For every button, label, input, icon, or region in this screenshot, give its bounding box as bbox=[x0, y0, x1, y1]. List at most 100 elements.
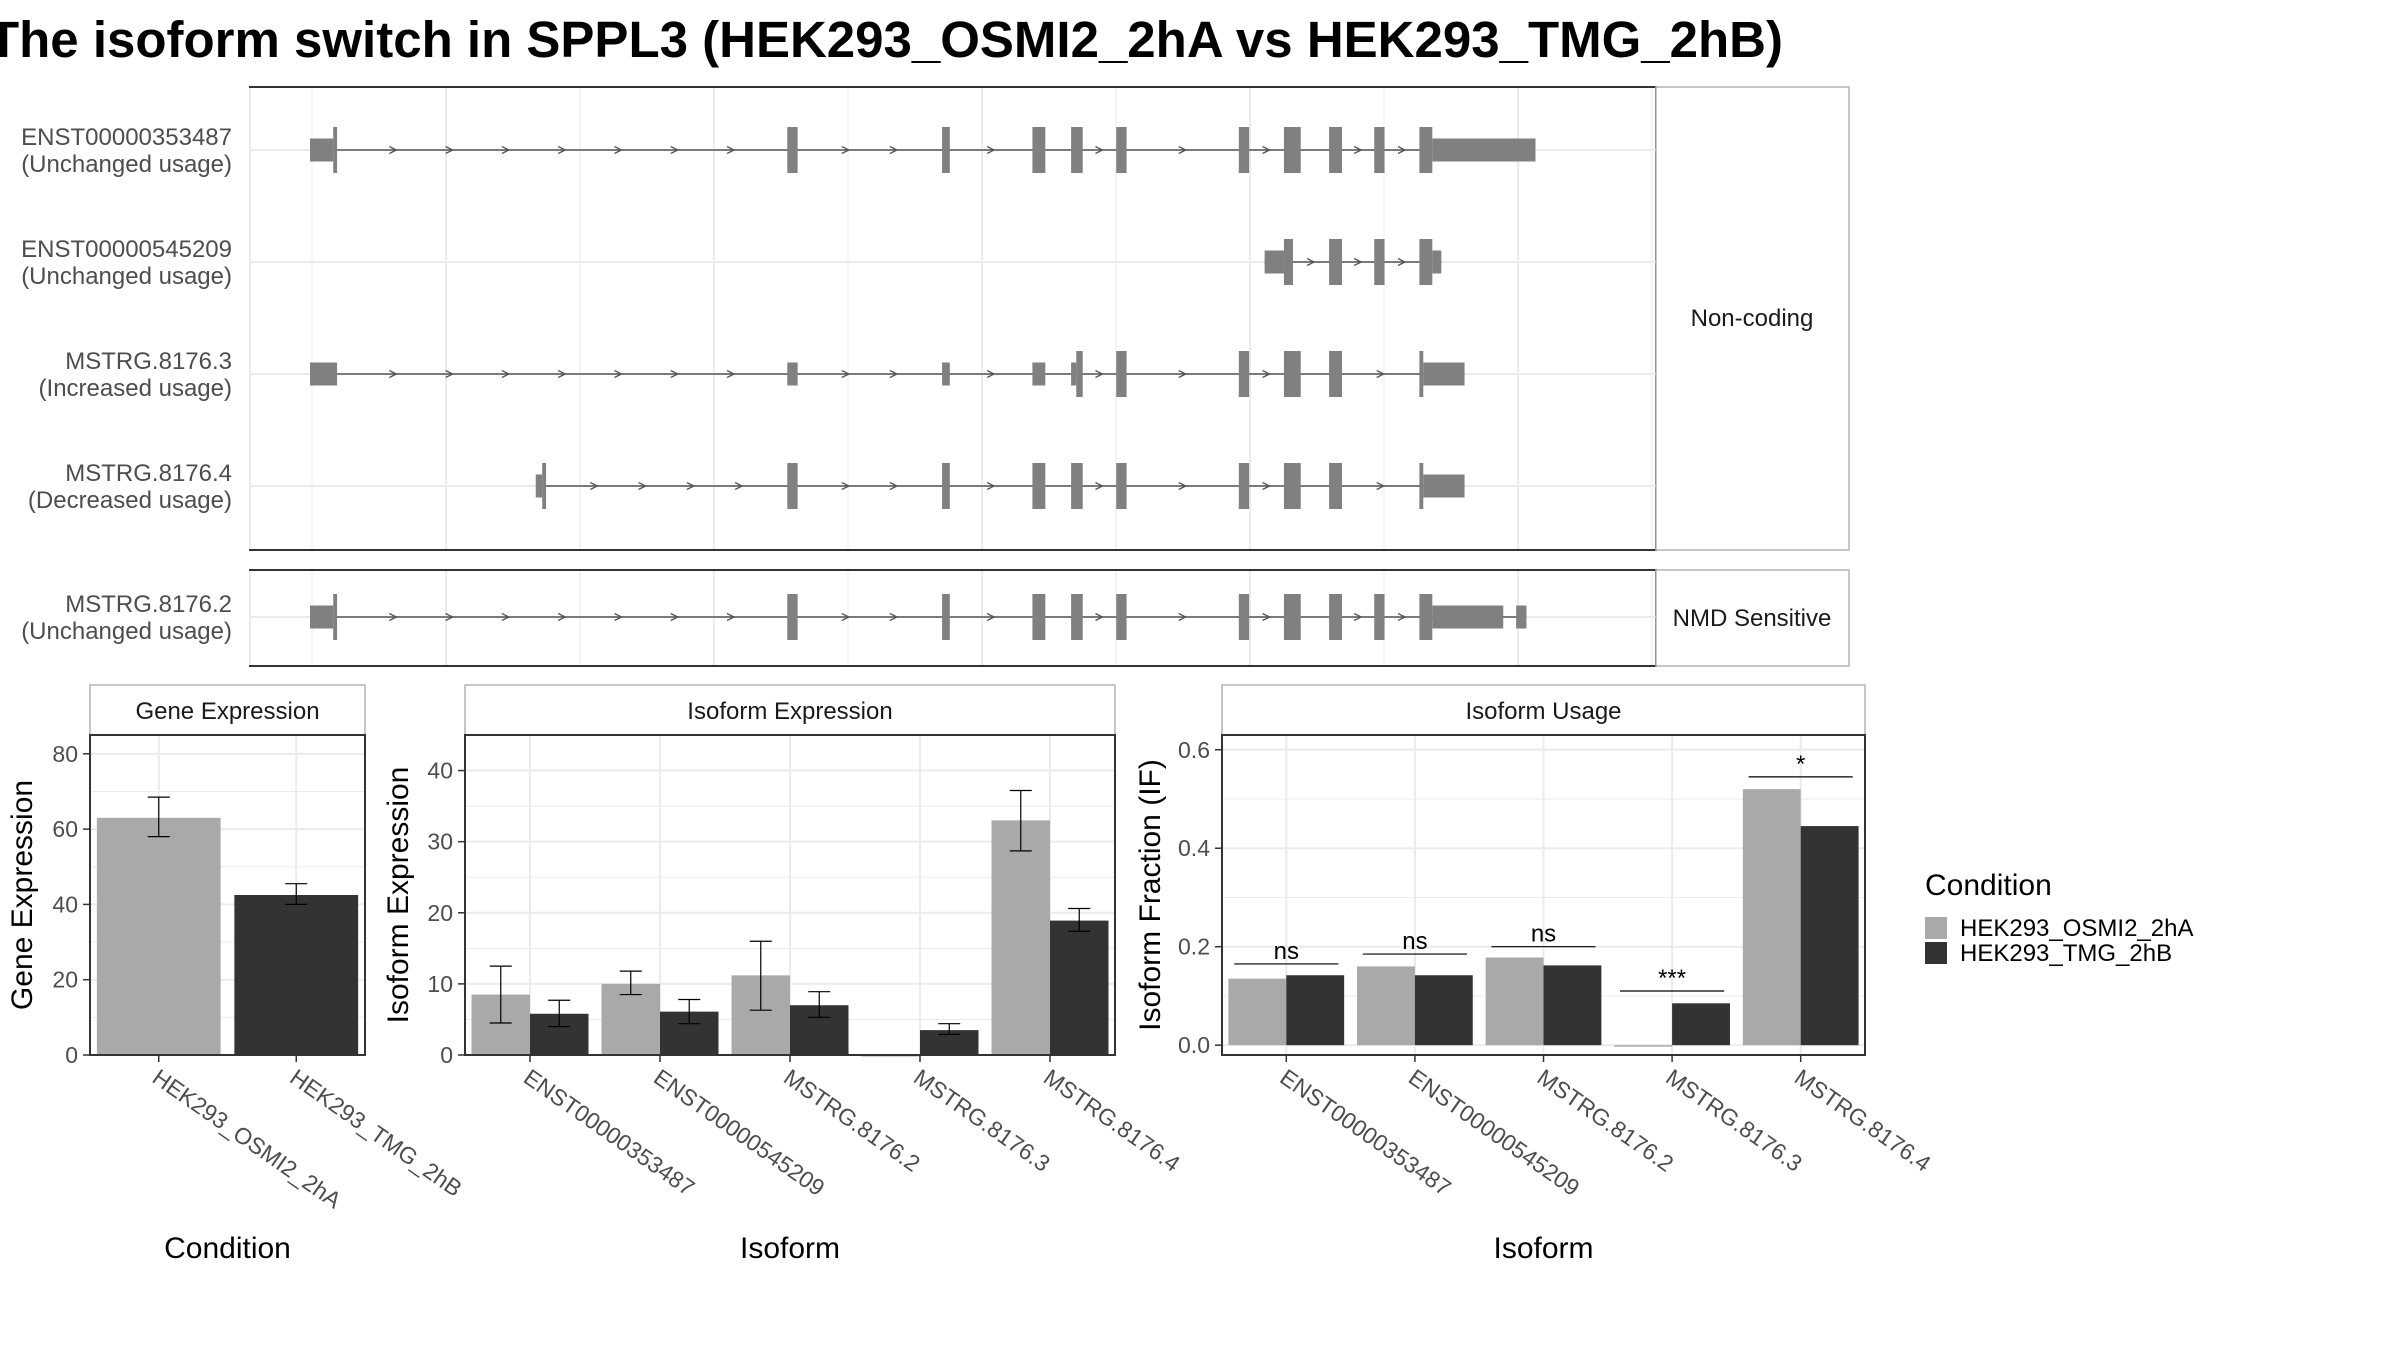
x-tick-label: MSTRG.8176.3 bbox=[909, 1064, 1055, 1177]
intron-arrow bbox=[1178, 145, 1188, 155]
intron-arrow bbox=[889, 481, 899, 491]
exon bbox=[1283, 594, 1301, 640]
intron-arrow bbox=[1262, 612, 1271, 622]
legend: Condition HEK293_OSMI2_2hA HEK293_TMG_2h… bbox=[1925, 869, 2193, 967]
intron-arrow bbox=[1178, 481, 1188, 491]
y-tick-label: 10 bbox=[427, 971, 453, 997]
intron-arrow bbox=[670, 145, 680, 155]
bar bbox=[96, 817, 221, 1055]
intron-arrow bbox=[986, 612, 996, 622]
y-axis-title: Gene Expression bbox=[6, 780, 39, 1010]
exon bbox=[1516, 605, 1527, 629]
exon bbox=[1283, 463, 1301, 509]
y-tick-label: 20 bbox=[427, 900, 453, 926]
exon bbox=[942, 594, 950, 640]
legend-title: Condition bbox=[1925, 869, 2052, 902]
exon bbox=[1374, 594, 1385, 640]
significance-label: *** bbox=[1658, 965, 1686, 992]
legend-swatch-b bbox=[1925, 942, 1947, 964]
exon bbox=[942, 463, 950, 509]
transcript-id-label: MSTRG.8176.3 bbox=[65, 348, 232, 375]
intron-arrow bbox=[1397, 257, 1407, 267]
plot-title: The isoform switch in SPPL3 (HEK293_OSMI… bbox=[0, 11, 1783, 68]
intron-arrow bbox=[1262, 145, 1271, 155]
legend-swatch-a bbox=[1925, 917, 1947, 939]
exon bbox=[1423, 362, 1465, 386]
bar bbox=[234, 895, 359, 1055]
y-tick-label: 20 bbox=[52, 967, 78, 993]
intron-arrow bbox=[445, 145, 455, 155]
x-axis-title: Isoform bbox=[1493, 1232, 1593, 1265]
intron-arrow bbox=[445, 369, 455, 379]
intron-arrow bbox=[1376, 369, 1386, 379]
facet-strip bbox=[464, 684, 1116, 736]
transcript-usage-label: (Unchanged usage) bbox=[21, 263, 232, 290]
y-tick-label: 0.4 bbox=[1178, 835, 1210, 861]
exon bbox=[1032, 463, 1046, 509]
intron-arrow bbox=[986, 481, 996, 491]
intron-arrow bbox=[501, 369, 511, 379]
intron-arrow bbox=[1353, 257, 1363, 267]
exon bbox=[1329, 351, 1342, 397]
x-tick-label: MSTRG.8176.3 bbox=[1661, 1064, 1807, 1177]
chart-title: Isoform Expression bbox=[687, 698, 892, 725]
intron-arrow bbox=[1262, 369, 1271, 379]
exon bbox=[1432, 605, 1504, 629]
legend-label-b: HEK293_TMG_2hB bbox=[1960, 940, 2172, 967]
panel-border bbox=[89, 734, 366, 1056]
transcript-id-label: MSTRG.8176.2 bbox=[65, 591, 232, 618]
exon bbox=[1238, 594, 1250, 640]
exon bbox=[942, 362, 950, 386]
exon bbox=[1032, 127, 1046, 173]
facet-label-nmd: NMD Sensitive bbox=[1673, 605, 1832, 632]
intron-arrow bbox=[1095, 612, 1104, 622]
significance-label: * bbox=[1796, 751, 1805, 778]
intron-arrow bbox=[986, 145, 996, 155]
bar bbox=[1050, 920, 1109, 1055]
exon bbox=[1116, 351, 1127, 397]
transcript-usage-label: (Unchanged usage) bbox=[21, 618, 232, 645]
exon bbox=[1238, 463, 1250, 509]
intron-arrow bbox=[638, 481, 648, 491]
intron-arrow bbox=[1178, 369, 1188, 379]
exon bbox=[1116, 463, 1127, 509]
y-tick-label: 60 bbox=[52, 816, 78, 842]
intron-arrow bbox=[590, 481, 599, 491]
intron-arrow bbox=[734, 481, 744, 491]
intron-arrow bbox=[1353, 145, 1363, 155]
exon bbox=[1329, 463, 1342, 509]
exon bbox=[1032, 594, 1046, 640]
intron-arrow bbox=[1095, 481, 1104, 491]
facet-label-noncoding: Non-coding bbox=[1691, 305, 1814, 332]
bar bbox=[1742, 789, 1801, 1046]
intron-arrow bbox=[1095, 369, 1104, 379]
intron-arrow bbox=[557, 612, 567, 622]
exon bbox=[1432, 250, 1442, 274]
intron-arrow bbox=[614, 145, 623, 155]
exon bbox=[1071, 594, 1083, 640]
y-axis-title: Isoform Fraction (IF) bbox=[1134, 759, 1167, 1031]
exon bbox=[310, 138, 334, 162]
exon bbox=[1116, 127, 1127, 173]
bar bbox=[991, 820, 1050, 1055]
y-tick-label: 80 bbox=[52, 741, 78, 767]
exon bbox=[1238, 127, 1250, 173]
bar bbox=[1485, 957, 1544, 1046]
intron-arrow bbox=[389, 145, 398, 155]
intron-arrow bbox=[1353, 612, 1363, 622]
y-tick-label: 0.6 bbox=[1178, 737, 1210, 763]
exon bbox=[1423, 474, 1465, 498]
intron-arrow bbox=[841, 145, 851, 155]
exon bbox=[535, 474, 543, 498]
facet-strip-noncoding bbox=[1655, 86, 1850, 551]
bar bbox=[601, 983, 660, 1055]
facet-strip bbox=[1221, 684, 1866, 736]
exon bbox=[942, 127, 950, 173]
exon bbox=[1283, 127, 1301, 173]
significance-label: ns bbox=[1402, 928, 1427, 955]
intron-arrow bbox=[445, 612, 455, 622]
intron-arrow bbox=[1178, 612, 1188, 622]
exon bbox=[1283, 351, 1301, 397]
